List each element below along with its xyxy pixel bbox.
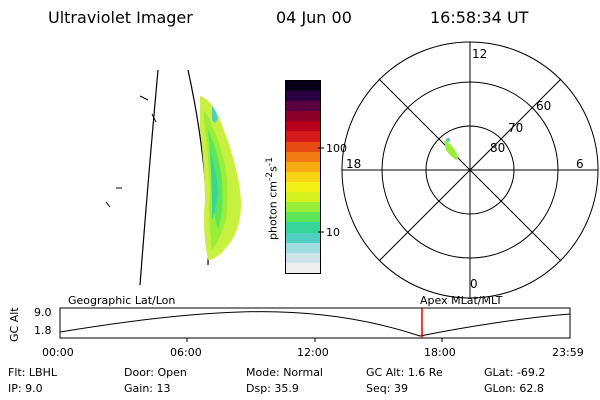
geographic-title: Geographic Lat/Lon [68,294,176,307]
time-tick-0000: 00:00 [42,346,74,359]
lat-label-70: 70 [508,121,523,135]
time-tick-0600: 06:00 [170,346,202,359]
instrument-title: Ultraviolet Imager [48,8,193,27]
tick-mark [151,113,157,123]
gc-alt-max: 9.0 [34,306,52,319]
info-gc-alt: GC Alt: 1.6 Re [366,366,443,379]
colorbar-swatch [286,182,320,193]
lat-label-80: 80 [490,141,505,155]
colorbar-swatch [286,141,320,152]
colorbar-swatch [286,91,320,102]
time-tick-2359: 23:59 [552,346,584,359]
time-label: 16:58:34 UT [430,8,529,27]
colorbar-swatch [286,111,320,122]
mlt-label-0: 0 [470,277,478,291]
polar-aurora-emission [444,138,458,160]
gc-alt-axis-label: GC Alt [8,307,21,342]
date-label: 04 Jun 00 [276,8,352,27]
colorbar-swatch [286,161,320,172]
colorbar-swatch [286,232,320,243]
info-glon: GLon: 62.8 [484,382,544,395]
polar-plot: 12 0 18 6 60 70 80 [341,41,599,299]
colorbar-swatch [286,101,320,112]
info-door: Door: Open [124,366,187,379]
colorbar [285,80,321,274]
tick-mark [105,201,111,208]
tick-mark [139,95,149,101]
info-gain: Gain: 13 [124,382,171,395]
mlt-label-12: 12 [472,47,487,61]
mlt-label-18: 18 [346,157,361,171]
colorbar-swatch [286,202,320,213]
colorbar-swatch [286,242,320,253]
colorbar-swatch [286,252,320,263]
mlt-label-6: 6 [576,157,584,171]
colorbar-swatch [286,192,320,203]
aurora-emission [200,96,241,260]
info-ip: IP: 9.0 [8,382,43,395]
colorbar-swatch [286,131,320,142]
info-flt: Flt: LBHL [8,366,57,379]
colorbar-swatch [286,222,320,233]
info-seq: Seq: 39 [366,382,408,395]
apex-title: Apex MLat/MLT [420,294,503,307]
colorbar-swatch [286,262,320,273]
colorbar-ticks: 100 10 [318,142,347,239]
colorbar-swatch [286,80,320,92]
info-glat: GLat: -69.2 [484,366,546,379]
timeline-plot [59,307,571,342]
colorbar-swatch [286,121,320,132]
lat-label-60: 60 [536,99,551,113]
info-dsp: Dsp: 35.9 [246,382,299,395]
colorbar-swatch [286,171,320,183]
gc-alt-min: 1.8 [34,324,52,337]
limb-line-left [139,69,159,286]
colorbar-tick-100: 100 [326,142,347,155]
info-mode: Mode: Normal [246,366,323,379]
time-tick-1200: 12:00 [297,346,329,359]
time-tick-1800: 18:00 [424,346,456,359]
colorbar-swatch [286,151,320,162]
geographic-image-panel [105,69,241,286]
colorbar-swatch [286,212,320,223]
colorbar-tick-10: 10 [326,226,340,239]
colorbar-label: photon cm-2s-1 [264,157,280,240]
